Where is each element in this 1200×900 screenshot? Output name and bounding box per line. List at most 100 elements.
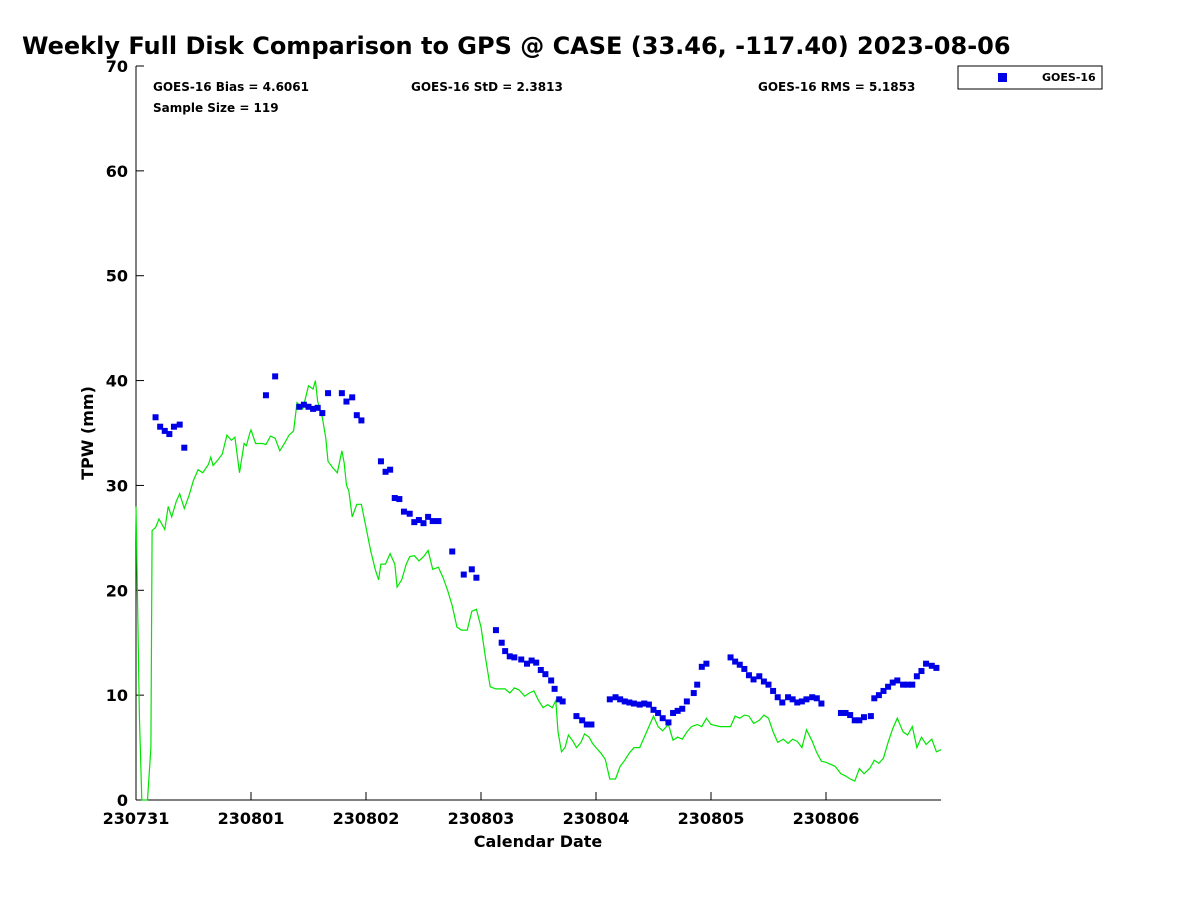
goes-point	[429, 518, 436, 525]
goes-point	[420, 520, 427, 527]
goes-point	[900, 681, 907, 688]
goes-point	[670, 709, 677, 716]
goes-point	[636, 701, 643, 708]
goes-point	[518, 656, 525, 663]
goes-point	[396, 496, 403, 503]
goes-point	[847, 712, 854, 719]
goes-point	[314, 404, 321, 411]
goes-point	[690, 690, 697, 697]
goes-point	[694, 681, 701, 688]
goes-point	[918, 668, 925, 675]
stat-rms: GOES-16 RMS = 5.1853	[758, 80, 915, 94]
goes-point	[435, 518, 442, 525]
goes-point	[923, 660, 930, 667]
goes-point	[798, 698, 805, 705]
goes-point	[913, 673, 920, 680]
goes-point	[698, 663, 705, 670]
goes-point	[794, 699, 801, 706]
goes-point	[756, 673, 763, 680]
goes-point	[904, 681, 911, 688]
legend-label-goes: GOES-16	[1042, 71, 1096, 84]
goes-point	[425, 513, 432, 520]
goes-point	[818, 700, 825, 707]
y-tick-label: 20	[106, 581, 128, 600]
goes-point	[391, 495, 398, 502]
y-tick-label: 30	[106, 476, 128, 495]
goes-point	[683, 698, 690, 705]
goes-point	[894, 677, 901, 684]
goes-point	[736, 661, 743, 668]
goes-point	[583, 721, 590, 728]
goes-point	[617, 696, 624, 703]
goes-point	[157, 423, 164, 430]
goes-point	[732, 658, 739, 665]
goes-point	[703, 660, 710, 667]
goes-point	[909, 681, 916, 688]
x-tick-label: 230801	[218, 809, 285, 828]
goes-point	[727, 654, 734, 661]
goes-point	[809, 694, 816, 701]
legend-box	[957, 65, 1103, 90]
y-tick-label: 60	[106, 162, 128, 181]
goes-point	[492, 627, 499, 634]
goes-point	[875, 692, 882, 699]
x-axis-label: Calendar Date	[474, 832, 603, 851]
x-axis-ticks: 230731 230801 230802 230803 230804 230805 2308…	[103, 792, 859, 828]
goes-point	[325, 390, 332, 397]
goes-point	[415, 517, 422, 524]
goes-point	[803, 696, 810, 703]
goes-point	[588, 721, 595, 728]
goes-point	[502, 648, 509, 655]
y-tick-label: 70	[106, 57, 128, 76]
x-tick-label: 230804	[563, 809, 630, 828]
goes-point	[506, 653, 513, 660]
goes-point	[621, 698, 628, 705]
goes-point	[349, 394, 356, 401]
legend: GOES-16	[957, 65, 1103, 90]
y-axis-label: TPW (mm)	[78, 386, 97, 480]
y-tick-label: 0	[117, 791, 128, 810]
goes-point	[460, 571, 467, 578]
goes-point	[305, 403, 312, 410]
chart-title: Weekly Full Disk Comparison to GPS @ CAS…	[22, 32, 1011, 60]
goes-point	[473, 574, 480, 581]
goes-point	[741, 665, 748, 672]
goes-point	[674, 707, 681, 714]
stat-bias: GOES-16 Bias = 4.6061	[153, 80, 309, 94]
y-tick-label: 10	[106, 686, 128, 705]
goes-point	[789, 696, 796, 703]
goes-point	[606, 696, 613, 703]
goes-point	[679, 705, 686, 712]
goes-point	[856, 717, 863, 724]
goes-point	[889, 679, 896, 686]
goes-point	[533, 659, 540, 666]
goes-point	[933, 664, 940, 671]
y-axis-ticks: 0 10 20 30 40 50 60 70	[106, 57, 144, 810]
goes-point	[885, 683, 892, 690]
goes-point	[779, 699, 786, 706]
goes-point	[765, 681, 772, 688]
goes-point	[750, 676, 757, 683]
goes-point	[300, 401, 307, 408]
goes-point	[559, 698, 566, 705]
goes-point	[400, 508, 407, 515]
goes-point	[524, 660, 530, 667]
goes-point	[319, 410, 326, 417]
goes-point	[511, 654, 518, 661]
goes-point	[411, 519, 418, 526]
goes-point	[537, 666, 544, 673]
goes-point	[449, 548, 456, 555]
goes-series	[152, 373, 940, 728]
goes-point	[665, 719, 672, 726]
goes-point	[612, 694, 619, 701]
goes-point	[745, 672, 752, 679]
x-tick-label: 230731	[103, 809, 170, 828]
goes-point	[579, 717, 586, 724]
goes-point	[860, 714, 867, 721]
goes-point	[338, 390, 345, 397]
goes-point	[498, 639, 505, 646]
goes-point	[641, 700, 648, 707]
goes-point	[542, 671, 549, 678]
goes-point	[358, 417, 365, 424]
